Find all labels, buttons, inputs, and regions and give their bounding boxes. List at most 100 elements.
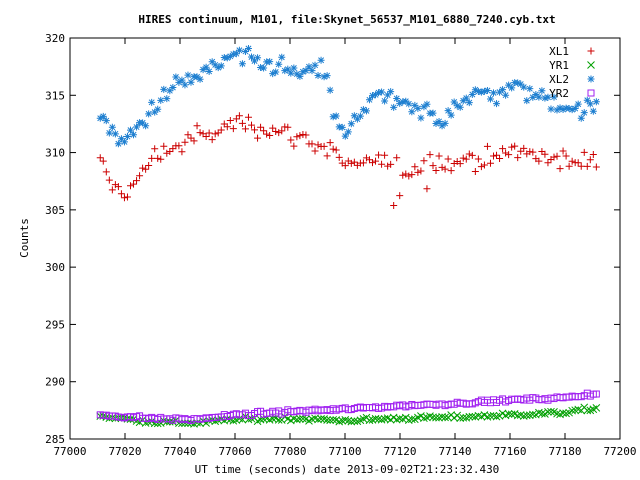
data-point-XL2 bbox=[550, 93, 558, 101]
data-point-XL1 bbox=[139, 164, 147, 172]
data-point-XL2 bbox=[520, 83, 528, 91]
data-point-XL1 bbox=[420, 157, 428, 165]
data-point-XL2 bbox=[205, 67, 213, 75]
data-point-XL1 bbox=[154, 154, 162, 162]
data-point-YR1 bbox=[371, 414, 380, 423]
data-point-XL1 bbox=[160, 142, 168, 150]
data-point-XL1 bbox=[399, 171, 407, 179]
data-point-XL1 bbox=[486, 159, 494, 167]
data-point-XL1 bbox=[462, 155, 470, 163]
x-tick-label: 77080 bbox=[273, 445, 306, 458]
x-tick-label: 77180 bbox=[548, 445, 581, 458]
data-point-XL2 bbox=[120, 138, 128, 146]
data-point-XL1 bbox=[365, 156, 373, 164]
data-point-XL2 bbox=[390, 103, 398, 111]
data-point-YR1 bbox=[335, 417, 344, 426]
data-point-XL1 bbox=[296, 132, 304, 140]
data-point-YR1 bbox=[507, 410, 516, 419]
data-point-XL2 bbox=[266, 58, 274, 66]
data-point-XL1 bbox=[127, 182, 134, 190]
data-point-XL2 bbox=[538, 87, 546, 95]
data-point-XL1 bbox=[405, 172, 413, 180]
data-point-YR1 bbox=[562, 409, 570, 418]
data-point-XL2 bbox=[508, 84, 516, 92]
data-point-XL1 bbox=[520, 144, 528, 152]
data-point-XL2 bbox=[483, 86, 491, 94]
data-point-XL2 bbox=[163, 95, 171, 103]
data-point-YR1 bbox=[547, 407, 555, 416]
series-XL2 bbox=[96, 45, 600, 148]
data-point-XL2 bbox=[517, 80, 525, 88]
data-point-XL1 bbox=[202, 132, 210, 140]
data-point-XL1 bbox=[359, 159, 367, 167]
data-point-XL2 bbox=[387, 88, 395, 96]
data-point-XL2 bbox=[372, 91, 380, 99]
data-point-YR1 bbox=[365, 416, 374, 425]
y-tick-label: 290 bbox=[45, 376, 65, 389]
data-point-XL1 bbox=[414, 168, 422, 176]
data-point-YR1 bbox=[429, 413, 437, 422]
data-point-XL2 bbox=[130, 131, 138, 139]
data-point-XL2 bbox=[420, 103, 428, 111]
data-point-XL1 bbox=[105, 176, 113, 184]
data-point-XL2 bbox=[490, 89, 497, 97]
data-point-XL1 bbox=[408, 171, 416, 179]
data-point-YR1 bbox=[308, 415, 316, 423]
data-point-XL1 bbox=[302, 131, 310, 139]
data-point-YR1 bbox=[329, 415, 338, 424]
data-point-XL1 bbox=[541, 150, 549, 158]
data-point-XL2 bbox=[408, 108, 416, 116]
data-point-XL2 bbox=[462, 94, 470, 102]
data-point-XL2 bbox=[111, 130, 119, 138]
data-point-XL1 bbox=[248, 121, 255, 129]
data-point-XL1 bbox=[332, 146, 340, 154]
data-point-XL1 bbox=[390, 202, 398, 210]
data-point-XL1 bbox=[278, 127, 286, 135]
data-points bbox=[96, 45, 601, 428]
data-point-XL2 bbox=[105, 129, 113, 137]
data-point-XL2 bbox=[269, 70, 277, 78]
data-point-XL2 bbox=[175, 78, 183, 86]
data-point-XL2 bbox=[123, 133, 131, 141]
data-point-XL2 bbox=[456, 103, 464, 111]
data-point-XL1 bbox=[490, 152, 497, 160]
axis-ticks bbox=[69, 37, 621, 440]
data-point-XL2 bbox=[393, 94, 401, 102]
data-point-XL2 bbox=[338, 123, 346, 131]
data-point-XL2 bbox=[384, 91, 392, 99]
data-point-XL2 bbox=[317, 56, 325, 64]
data-point-XL2 bbox=[117, 135, 125, 143]
data-point-XL1 bbox=[586, 156, 594, 164]
data-point-XL1 bbox=[502, 149, 510, 157]
data-point-XL1 bbox=[396, 192, 404, 200]
data-point-XL1 bbox=[417, 167, 425, 175]
data-point-XL1 bbox=[459, 154, 467, 162]
legend-label: YR1 bbox=[549, 59, 569, 72]
data-point-XL1 bbox=[426, 151, 434, 159]
data-point-XL1 bbox=[432, 167, 440, 175]
data-point-XL2 bbox=[332, 112, 340, 120]
data-point-XL1 bbox=[120, 194, 128, 202]
data-point-XL2 bbox=[257, 63, 265, 71]
data-point-XL2 bbox=[438, 122, 446, 130]
x-tick-label: 77000 bbox=[53, 445, 86, 458]
data-point-XL2 bbox=[477, 88, 485, 96]
data-point-YR1 bbox=[568, 406, 577, 415]
data-point-XL2 bbox=[296, 72, 304, 80]
data-point-XL2 bbox=[160, 85, 168, 93]
data-point-XL2 bbox=[429, 109, 437, 117]
data-point-YR1 bbox=[296, 415, 304, 423]
data-point-XL1 bbox=[205, 129, 213, 137]
data-point-XL1 bbox=[369, 159, 376, 167]
data-point-XL1 bbox=[423, 185, 431, 193]
data-point-XL2 bbox=[127, 126, 134, 134]
data-point-XL2 bbox=[311, 61, 319, 69]
data-point-XL2 bbox=[577, 114, 585, 122]
data-point-XL2 bbox=[526, 85, 534, 93]
data-point-YR1 bbox=[244, 415, 253, 424]
data-point-XL1 bbox=[508, 143, 516, 151]
data-point-XL1 bbox=[275, 129, 283, 137]
data-point-XL1 bbox=[550, 153, 558, 161]
data-point-XL2 bbox=[217, 62, 225, 70]
data-point-XL2 bbox=[232, 50, 240, 58]
